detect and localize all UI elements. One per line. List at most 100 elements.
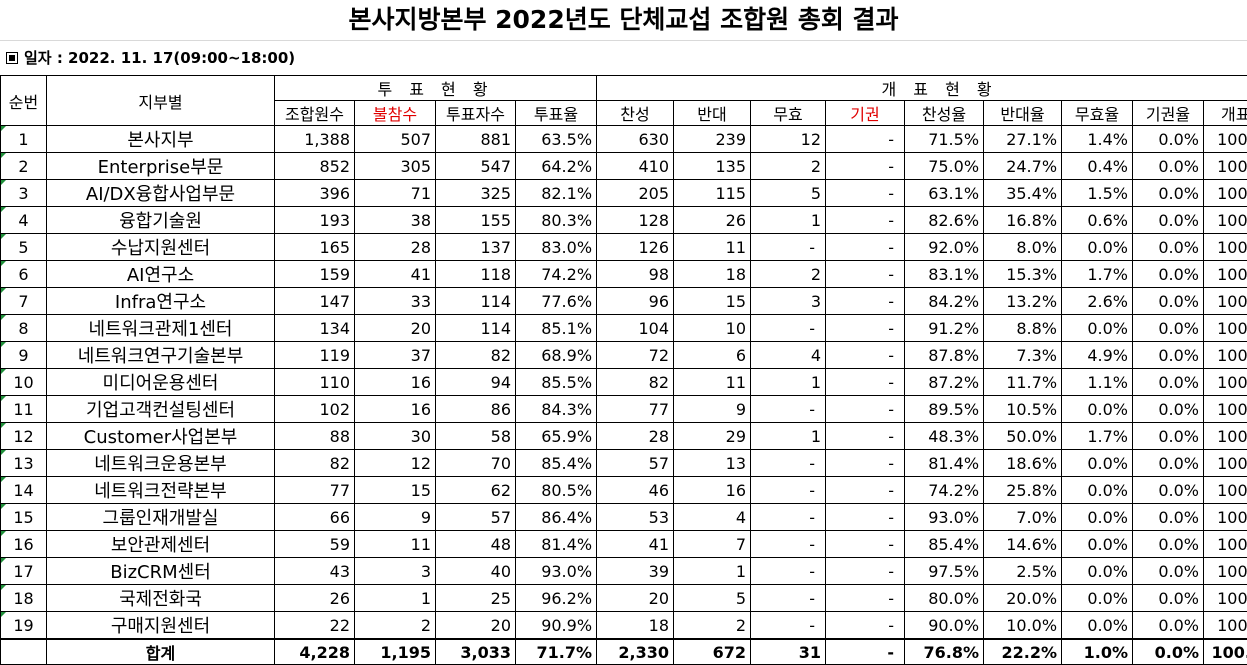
cell-count-rate: 100.0% <box>1204 261 1247 288</box>
cell-invalid: 12 <box>751 126 826 153</box>
cell-abstain-rate: 0.0% <box>1133 504 1204 531</box>
cell-members: 66 <box>275 504 355 531</box>
cell-absent: 33 <box>355 288 436 315</box>
cell-voters: 547 <box>436 153 516 180</box>
cell-yes-rate: 63.1% <box>905 180 984 207</box>
cell-voters: 40 <box>436 558 516 585</box>
cell-invalid: 2 <box>751 153 826 180</box>
row-seq-text: 4 <box>18 211 28 230</box>
cell-members: 134 <box>275 315 355 342</box>
cell-absent: 15 <box>355 477 436 504</box>
cell-voters: 94 <box>436 369 516 396</box>
cell-count-rate: 100.0% <box>1204 423 1247 450</box>
total-no: 672 <box>674 639 751 665</box>
cell-yes-rate: 81.4% <box>905 450 984 477</box>
row-seq: 6 <box>1 261 47 288</box>
cell-count-rate: 100.0% <box>1204 504 1247 531</box>
cell-no: 16 <box>674 477 751 504</box>
cell-invalid-rate: 0.0% <box>1062 612 1133 640</box>
cell-absent: 12 <box>355 450 436 477</box>
cell-no-rate: 2.5% <box>984 558 1062 585</box>
cell-abstain: - <box>826 396 905 423</box>
cell-marker-icon <box>1 234 6 239</box>
cell-invalid-rate: 0.0% <box>1062 585 1133 612</box>
row-seq-text: 19 <box>13 616 33 635</box>
cell-count-rate: 100.0% <box>1204 558 1247 585</box>
row-branch: 수납지원센터 <box>47 234 275 261</box>
cell-invalid-rate: 4.9% <box>1062 342 1133 369</box>
cell-invalid-rate: 1.1% <box>1062 369 1133 396</box>
cell-abstain: - <box>826 153 905 180</box>
row-branch: Customer사업본부 <box>47 423 275 450</box>
cell-invalid-rate: 0.4% <box>1062 153 1133 180</box>
row-seq: 5 <box>1 234 47 261</box>
cell-yes-rate: 48.3% <box>905 423 984 450</box>
total-count-rate: 100.0% <box>1204 639 1247 665</box>
cell-members: 102 <box>275 396 355 423</box>
row-seq-text: 2 <box>18 157 28 176</box>
cell-no-rate: 13.2% <box>984 288 1062 315</box>
cell-abstain: - <box>826 612 905 640</box>
cell-yes: 98 <box>597 261 674 288</box>
cell-no: 18 <box>674 261 751 288</box>
cell-turnout: 82.1% <box>516 180 597 207</box>
cell-marker-icon <box>1 558 6 563</box>
cell-members: 852 <box>275 153 355 180</box>
cell-no: 11 <box>674 369 751 396</box>
cell-members: 1,388 <box>275 126 355 153</box>
cell-abstain: - <box>826 180 905 207</box>
cell-no: 2 <box>674 612 751 640</box>
cell-invalid: 3 <box>751 288 826 315</box>
cell-invalid: 1 <box>751 423 826 450</box>
cell-invalid: - <box>751 504 826 531</box>
cell-no-rate: 8.8% <box>984 315 1062 342</box>
cell-yes: 205 <box>597 180 674 207</box>
header-count-group: 개 표 현 황 <box>597 76 1247 101</box>
total-invalid-rate: 1.0% <box>1062 639 1133 665</box>
total-invalid: 31 <box>751 639 826 665</box>
cell-abstain-rate: 0.0% <box>1133 288 1204 315</box>
header-vote-group: 투 표 현 황 <box>275 76 597 101</box>
cell-no-rate: 20.0% <box>984 585 1062 612</box>
cell-no: 7 <box>674 531 751 558</box>
cell-count-rate: 100.0% <box>1204 585 1247 612</box>
cell-voters: 155 <box>436 207 516 234</box>
cell-marker-icon <box>1 153 6 158</box>
cell-marker-icon <box>1 180 6 185</box>
cell-invalid-rate: 0.0% <box>1062 234 1133 261</box>
row-seq-text: 5 <box>18 238 28 257</box>
cell-no-rate: 10.0% <box>984 612 1062 640</box>
cell-yes-rate: 87.8% <box>905 342 984 369</box>
cell-members: 88 <box>275 423 355 450</box>
cell-turnout: 86.4% <box>516 504 597 531</box>
cell-count-rate: 100.0% <box>1204 207 1247 234</box>
cell-marker-icon <box>1 531 6 536</box>
cell-yes: 96 <box>597 288 674 315</box>
cell-abstain-rate: 0.0% <box>1133 423 1204 450</box>
row-seq-text: 18 <box>13 589 33 608</box>
total-turnout: 71.7% <box>516 639 597 665</box>
header-abstain: 기권 <box>826 101 905 126</box>
cell-invalid-rate: 1.4% <box>1062 126 1133 153</box>
cell-count-rate: 100.0% <box>1204 315 1247 342</box>
cell-voters: 57 <box>436 504 516 531</box>
cell-yes: 41 <box>597 531 674 558</box>
cell-yes: 126 <box>597 234 674 261</box>
cell-yes-rate: 90.0% <box>905 612 984 640</box>
cell-abstain-rate: 0.0% <box>1133 612 1204 640</box>
cell-yes: 39 <box>597 558 674 585</box>
cell-invalid-rate: 1.7% <box>1062 423 1133 450</box>
row-seq: 14 <box>1 477 47 504</box>
cell-abstain: - <box>826 450 905 477</box>
cell-voters: 58 <box>436 423 516 450</box>
cell-yes: 28 <box>597 423 674 450</box>
cell-no: 9 <box>674 396 751 423</box>
cell-no-rate: 15.3% <box>984 261 1062 288</box>
